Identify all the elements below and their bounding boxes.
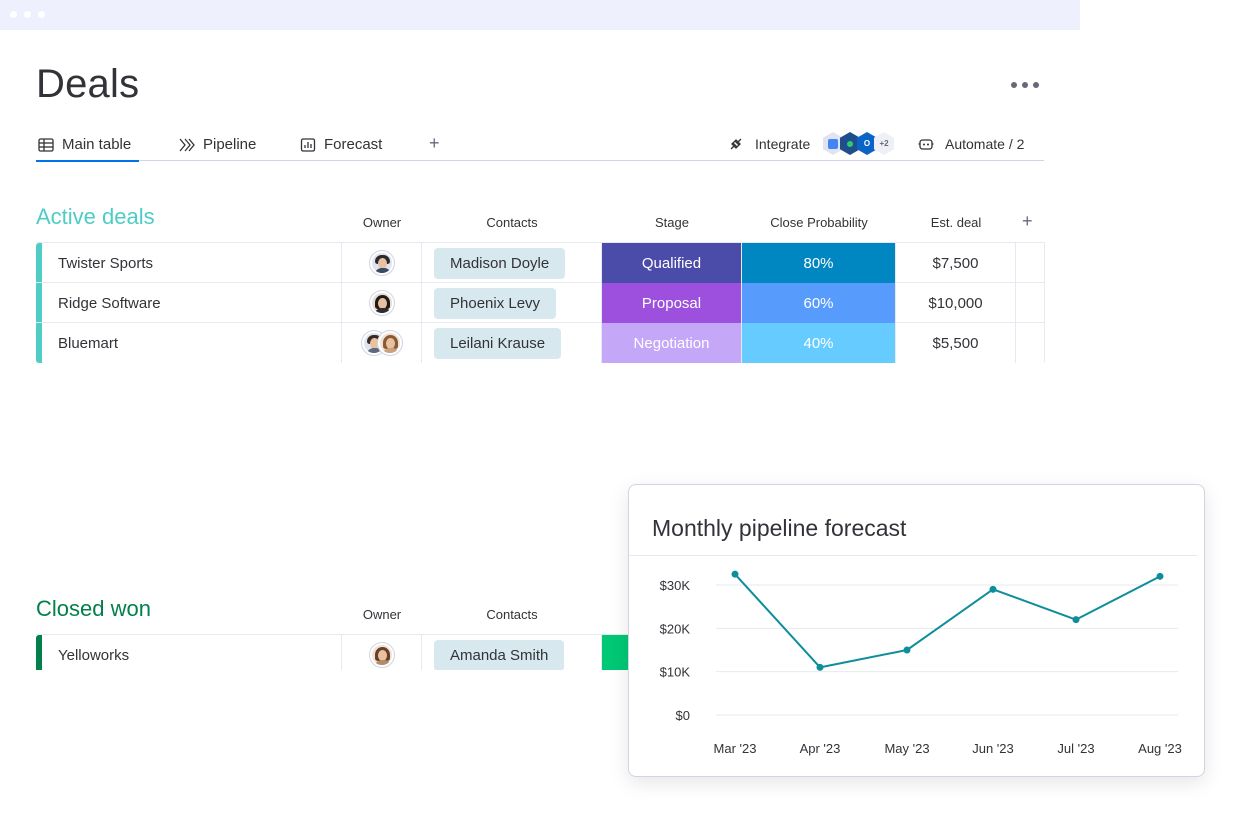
group-title-closed[interactable]: Closed won [36,596,151,621]
line-chart: $30K $20K $10K $0 Mar '23 Apr '23 May '23 Jun '… [660,570,1182,756]
est-deal-cell[interactable]: $10,000 [896,283,1016,323]
view-tabs: Main table Pipeline Forecast + [35,128,1044,162]
tab-label: Main table [62,136,132,153]
y-tick-label: $30K [660,578,691,593]
group-color-bar [36,243,42,363]
probability-cell[interactable]: 60% [742,283,896,323]
group-color-bar [36,635,42,670]
deal-name[interactable]: Yelloworks [42,635,342,670]
owner-cell[interactable] [342,283,422,323]
column-header-stage[interactable]: Stage [655,215,689,230]
deal-name[interactable]: Twister Sports [42,243,342,283]
calendar-icon [823,132,843,155]
stage-cell[interactable]: Qualified [602,243,742,283]
pipeline-icon [179,138,195,151]
column-header-contacts[interactable]: Contacts [486,215,538,230]
avatar [377,331,402,355]
tab-main-table[interactable]: Main table [35,128,140,162]
tab-label: Forecast [324,136,383,153]
owner-cell[interactable] [342,243,422,283]
table-row[interactable]: Ridge Software Phoenix Levy Proposal 60%… [36,283,1045,323]
robot-icon [918,139,934,150]
x-tick-label: Apr '23 [800,741,841,756]
page-title: Deals [36,62,140,106]
column-header-owner[interactable]: Owner [362,607,402,622]
forecast-chart-card: Monthly pipeline forecast $30K $20K $10K $0… [628,484,1205,777]
data-point[interactable] [1156,572,1164,580]
add-view-button[interactable]: + [429,133,440,153]
contact-cell[interactable]: Phoenix Levy [422,283,602,323]
tab-pipeline[interactable]: Pipeline [179,128,256,161]
contact-chip[interactable]: Phoenix Levy [434,287,557,319]
more-integrations-badge: +2 [874,132,894,155]
x-tick-label: May '23 [884,741,929,756]
active-deals-table: Twister Sports Madison Doyle Qualified 8… [36,242,1045,363]
empty-cell [1016,323,1045,363]
column-header-est-deal[interactable]: Est. deal [930,215,982,230]
integration-app-icon [840,132,860,155]
plug-icon [730,138,742,150]
tab-label: Pipeline [203,136,257,153]
contact-cell[interactable]: Madison Doyle [422,243,602,283]
data-point[interactable] [1072,616,1080,624]
x-tick-label: Jul '23 [1057,741,1094,756]
data-point[interactable] [816,663,824,671]
integration-icons[interactable]: O +2 [823,132,903,156]
group-title-active[interactable]: Active deals [36,204,155,229]
deal-name[interactable]: Bluemart [42,323,342,363]
window-dot [24,11,31,18]
window-titlebar [0,0,1080,30]
automate-label: Automate / 2 [945,136,1025,152]
deal-name[interactable]: Ridge Software [42,283,342,323]
table-row[interactable]: Bluemart Leilani Krause Negotiation 40% … [36,323,1045,363]
stage-cell[interactable]: Negotiation [602,323,742,363]
data-point[interactable] [731,570,739,578]
table-row[interactable]: Twister Sports Madison Doyle Qualified 8… [36,243,1045,283]
owner-cell[interactable] [342,635,422,670]
contact-cell[interactable]: Leilani Krause [422,323,602,363]
integrate-button[interactable]: Integrate [727,134,810,154]
avatar [369,643,394,667]
column-header-probability[interactable]: Close Probability [770,215,868,230]
est-deal-cell[interactable]: $7,500 [896,243,1016,283]
y-tick-label: $10K [660,665,691,680]
empty-cell [1016,243,1045,283]
probability-cell[interactable]: 80% [742,243,896,283]
chart-title: Monthly pipeline forecast [652,515,907,541]
x-tick-label: Aug '23 [1138,741,1182,756]
probability-cell[interactable]: 40% [742,323,896,363]
more-options-icon[interactable] [1011,82,1039,88]
chart-icon [300,137,316,152]
contact-chip[interactable]: Leilani Krause [434,327,562,359]
column-header-owner[interactable]: Owner [362,215,402,230]
outlook-icon: O [857,132,877,155]
owner-cell[interactable] [342,323,422,363]
contact-cell[interactable]: Amanda Smith [422,635,602,670]
window-dot [38,11,45,18]
tab-forecast[interactable]: Forecast [300,128,382,161]
data-point[interactable] [903,646,911,654]
add-column-button[interactable]: + [1022,211,1033,231]
series-line [734,573,1161,669]
integrate-label: Integrate [755,136,811,152]
y-tick-label: $20K [660,621,691,636]
contact-chip[interactable]: Madison Doyle [434,247,566,279]
data-point[interactable] [989,585,997,593]
card-divider [629,555,1197,556]
empty-cell [1016,283,1045,323]
automate-button[interactable]: Automate / 2 [917,134,1024,154]
table-icon [38,137,54,152]
contact-chip[interactable]: Amanda Smith [434,639,565,670]
avatar [369,291,394,315]
column-header-contacts[interactable]: Contacts [486,607,538,622]
window-dot [10,11,17,18]
avatar [369,251,394,275]
stage-cell[interactable]: Proposal [602,283,742,323]
x-tick-label: Jun '23 [972,741,1014,756]
est-deal-cell[interactable]: $5,500 [896,323,1016,363]
y-tick-label: $0 [676,708,690,723]
x-tick-label: Mar '23 [714,741,757,756]
